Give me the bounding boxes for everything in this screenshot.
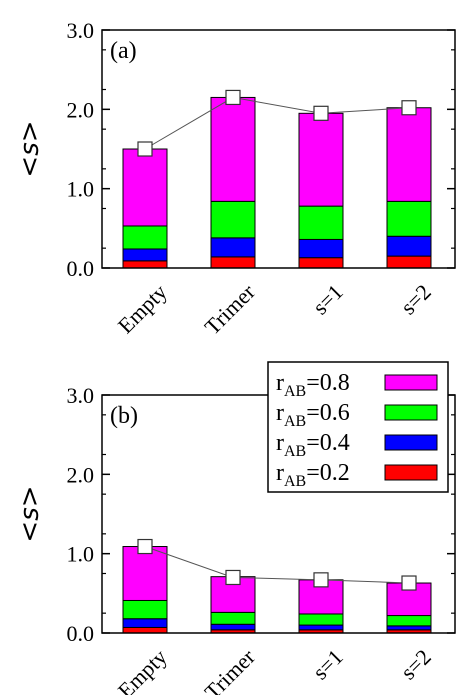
legend-label: rAB=0.6 xyxy=(276,400,350,430)
legend-swatch xyxy=(384,404,438,421)
bar-s=2-series-1 xyxy=(386,625,432,631)
x-tick-label: s=1 xyxy=(308,279,348,319)
bar-s=1-series-3 xyxy=(298,112,344,207)
bar-s=2-series-2 xyxy=(386,200,432,237)
legend-label: rAB=0.8 xyxy=(276,370,350,400)
x-tick-label: s=1 xyxy=(308,644,348,684)
bar-Trimer-series-1 xyxy=(210,237,256,258)
bar-s=1-series-0 xyxy=(298,257,344,269)
marker-Trimer xyxy=(225,89,241,106)
y-tick-label: 3.0 xyxy=(67,18,95,43)
y-axis-label: <s> xyxy=(15,120,45,177)
marker-Trimer xyxy=(225,569,241,586)
y-tick-label: 2.0 xyxy=(67,462,95,487)
x-tick-label: s=2 xyxy=(396,644,436,684)
marker-s=1 xyxy=(313,105,329,121)
panel-label: (b) xyxy=(110,403,138,429)
x-tick-label: Trimer xyxy=(200,279,261,340)
y-tick-label: 2.0 xyxy=(67,97,95,122)
bar-s=1-series-1 xyxy=(298,624,344,631)
legend-swatch xyxy=(384,374,438,391)
legend-label: rAB=0.4 xyxy=(276,430,350,460)
mean-line xyxy=(144,96,410,150)
x-tick-label: Empty xyxy=(113,279,172,338)
bar-s=1-series-2 xyxy=(298,205,344,240)
bar-Empty-series-2 xyxy=(122,225,168,250)
bar-Empty-series-0 xyxy=(122,260,168,269)
legend-swatch xyxy=(384,464,438,481)
panel-label: (a) xyxy=(110,38,137,64)
bar-Empty-series-3 xyxy=(122,546,168,601)
bar-Trimer-series-2 xyxy=(210,200,256,239)
marker-s=1 xyxy=(313,572,329,588)
bar-Trimer-series-1 xyxy=(210,623,256,631)
x-tick-label: Trimer xyxy=(200,644,261,695)
chart-panel-a: 0.0 1.0 2.0 3.0 Empty Trimer s=1 s=2 (a) <s> xyxy=(15,18,456,340)
marker-s=2 xyxy=(401,575,417,591)
bar-Trimer-series-3 xyxy=(210,96,256,202)
x-tick-label: s=2 xyxy=(396,279,436,319)
marker-Empty xyxy=(137,141,153,157)
legend-swatch xyxy=(384,434,438,451)
marker-Empty xyxy=(137,538,153,555)
bar-s=2-series-2 xyxy=(386,615,432,627)
bar-s=2-series-3 xyxy=(386,107,432,202)
bar-Empty-series-1 xyxy=(122,248,168,262)
y-axis-label: <s> xyxy=(15,485,45,542)
plot-frame xyxy=(101,29,456,269)
bar-s=1-series-1 xyxy=(298,238,344,259)
bar-Trimer-series-2 xyxy=(210,611,256,625)
y-tick-label: 3.0 xyxy=(67,383,95,408)
bar-s=1-series-2 xyxy=(298,613,344,626)
mean-line xyxy=(144,546,410,584)
bar-Empty-series-0 xyxy=(122,626,168,634)
bar-s=2-series-1 xyxy=(386,235,432,257)
marker-s=2 xyxy=(401,100,417,116)
y-tick-label: 1.0 xyxy=(67,542,95,567)
bar-Trimer-series-0 xyxy=(210,256,256,269)
y-tick-label: 1.0 xyxy=(67,177,95,202)
legend-label: rAB=0.2 xyxy=(276,460,350,490)
x-tick-label: Empty xyxy=(113,644,172,695)
y-tick-label: 0.0 xyxy=(67,256,95,281)
bar-Empty-series-1 xyxy=(122,618,168,628)
bar-Empty-series-2 xyxy=(122,599,168,620)
chart-panel-b: 0.0 1.0 2.0 3.0 Empty Trimer s=1 s=2 (b) <s> rAB=0… xyxy=(15,361,456,695)
y-tick-label: 0.0 xyxy=(67,621,95,646)
bar-s=2-series-0 xyxy=(386,255,432,269)
bar-Empty-series-3 xyxy=(122,148,168,227)
